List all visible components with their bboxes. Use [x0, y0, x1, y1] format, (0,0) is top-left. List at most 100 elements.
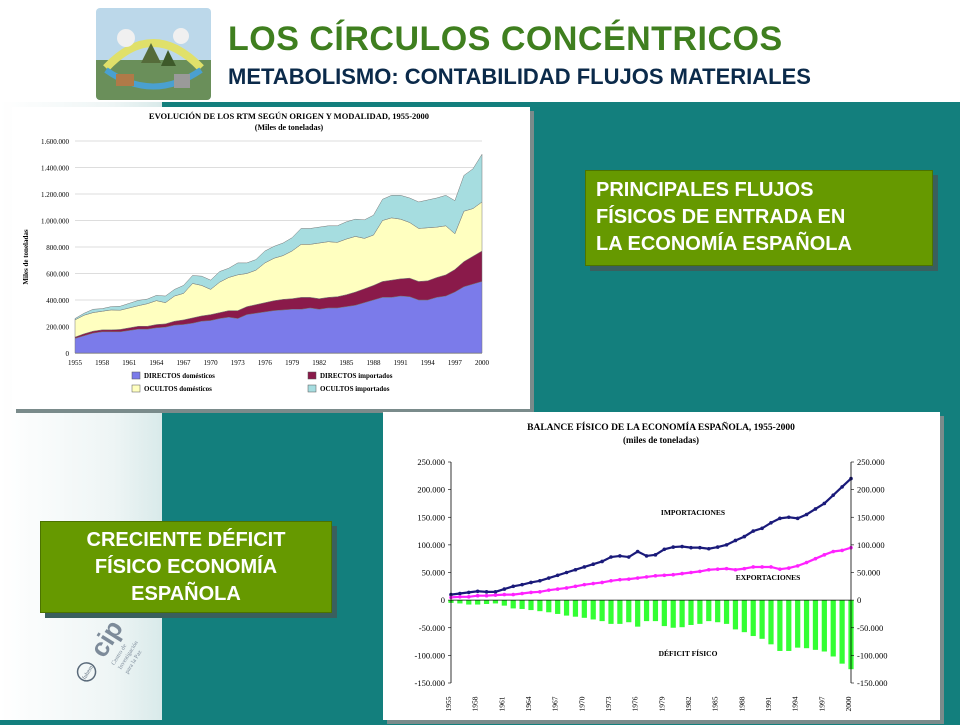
series-point: [698, 569, 702, 574]
series-point: [786, 515, 791, 520]
legend-label: OCULTOS domésticos: [144, 385, 212, 393]
series-point: [680, 544, 684, 549]
series-point: [529, 580, 533, 585]
callout-line: CRECIENTE DÉFICIT: [86, 529, 286, 551]
series-point: [600, 559, 604, 564]
series-point: [546, 576, 551, 580]
deficit-bar: [821, 600, 827, 652]
deficit-bar: [608, 600, 614, 624]
series-point: [573, 584, 578, 589]
series-point: [635, 549, 640, 554]
x-tick-label: 1988: [737, 696, 746, 711]
series-point: [653, 574, 658, 578]
deficit-bar: [635, 600, 641, 627]
series-point: [538, 578, 542, 583]
series-point: [778, 567, 782, 571]
deficit-bar: [759, 600, 765, 639]
x-tick-label: 1970: [577, 696, 586, 711]
x-tick-label: 1985: [339, 359, 354, 367]
x-tick-label: 1958: [471, 696, 480, 711]
legend-label: OCULTOS importados: [320, 385, 390, 393]
series-point: [813, 507, 818, 511]
series-point: [715, 545, 720, 549]
series-point: [475, 589, 480, 594]
series-point: [573, 567, 578, 572]
series-point: [795, 516, 800, 521]
deficit-bar: [777, 600, 783, 651]
series-point: [626, 555, 631, 559]
series-point: [831, 549, 836, 554]
deficit-bar: [652, 600, 659, 622]
series-point: [564, 570, 569, 575]
deficit-bar: [750, 600, 756, 637]
series-point: [840, 485, 844, 489]
deficit-bar: [812, 600, 819, 650]
chart1-ylabel: Miles de toneladas: [22, 229, 30, 284]
y-tick-label-right: -50.000: [857, 623, 883, 633]
callout-line: FÍSICO ECONOMÍA: [94, 556, 278, 578]
series-point: [822, 501, 827, 506]
x-tick-label: 1955: [444, 696, 453, 711]
deficit-bar: [786, 600, 792, 651]
y-tick-label-right: 100.000: [857, 540, 885, 550]
series-point: [795, 564, 800, 568]
deficit-bar: [590, 600, 596, 620]
deficit-bar: [617, 600, 623, 624]
y-tick-label: 800.000: [46, 244, 69, 252]
series-point: [742, 566, 747, 571]
deficit-bar: [581, 600, 587, 618]
deficit-bar: [661, 600, 667, 627]
deficit-bar: [803, 600, 810, 649]
series-point: [769, 520, 773, 525]
deficit-bar: [732, 600, 739, 630]
x-tick-label: 2000: [844, 696, 853, 711]
y-tick-label-left: 150.000: [417, 512, 445, 522]
x-tick-label: 1997: [817, 696, 826, 711]
series-point: [644, 575, 649, 579]
x-tick-label: 1973: [604, 696, 613, 711]
x-tick-label: 2000: [475, 359, 490, 367]
balance-line-chart: BALANCE FÍSICO DE LA ECONOMÍA ESPAÑOLA, …: [415, 421, 888, 712]
x-tick-label: 1976: [258, 359, 273, 367]
series-point: [546, 588, 551, 592]
deficit-bar: [723, 600, 730, 624]
deficit-bar: [555, 600, 561, 614]
legend-swatch: [131, 384, 141, 393]
series-point: [804, 560, 809, 565]
deficit-bar: [519, 600, 525, 609]
series-point: [591, 562, 596, 567]
deficit-bar: [706, 600, 712, 622]
series-point: [555, 587, 560, 591]
x-tick-label: 1967: [177, 359, 192, 367]
y-tick-label-right: -150.000: [857, 678, 887, 688]
series-point: [831, 493, 836, 497]
callout-line: PRINCIPALES FLUJOS: [596, 179, 814, 201]
deficit-bar: [475, 600, 481, 605]
x-tick-label: 1970: [204, 359, 219, 367]
x-tick-label: 1961: [122, 359, 137, 367]
series-point: [466, 595, 471, 599]
series-point: [591, 581, 596, 586]
deficit-bar: [670, 600, 676, 628]
page-title: LOS CÍRCULOS CONCÉNTRICOS: [228, 20, 783, 58]
series-point: [520, 582, 524, 587]
x-tick-label: 1979: [285, 359, 300, 367]
legend-swatch: [131, 371, 141, 380]
series-point: [840, 548, 844, 553]
deficit-bar: [830, 600, 836, 657]
series-point: [511, 592, 516, 597]
area-series-3: [74, 153, 483, 321]
x-tick-label: 1967: [551, 696, 560, 711]
y-tick-label: 1.200.000: [41, 191, 70, 199]
annotation-deficit: DÉFICIT FÍSICO: [659, 648, 718, 658]
deficit-bar: [741, 600, 747, 633]
series-point: [582, 565, 587, 569]
deficit-bar: [839, 600, 845, 664]
series-point: [609, 555, 613, 559]
deficit-bar: [795, 600, 801, 648]
series-point: [804, 512, 809, 517]
series-point: [778, 516, 782, 521]
y-tick-label-left: 50.000: [422, 568, 445, 578]
series-point: [671, 545, 676, 549]
y-tick-label: 1.000.000: [41, 218, 70, 226]
